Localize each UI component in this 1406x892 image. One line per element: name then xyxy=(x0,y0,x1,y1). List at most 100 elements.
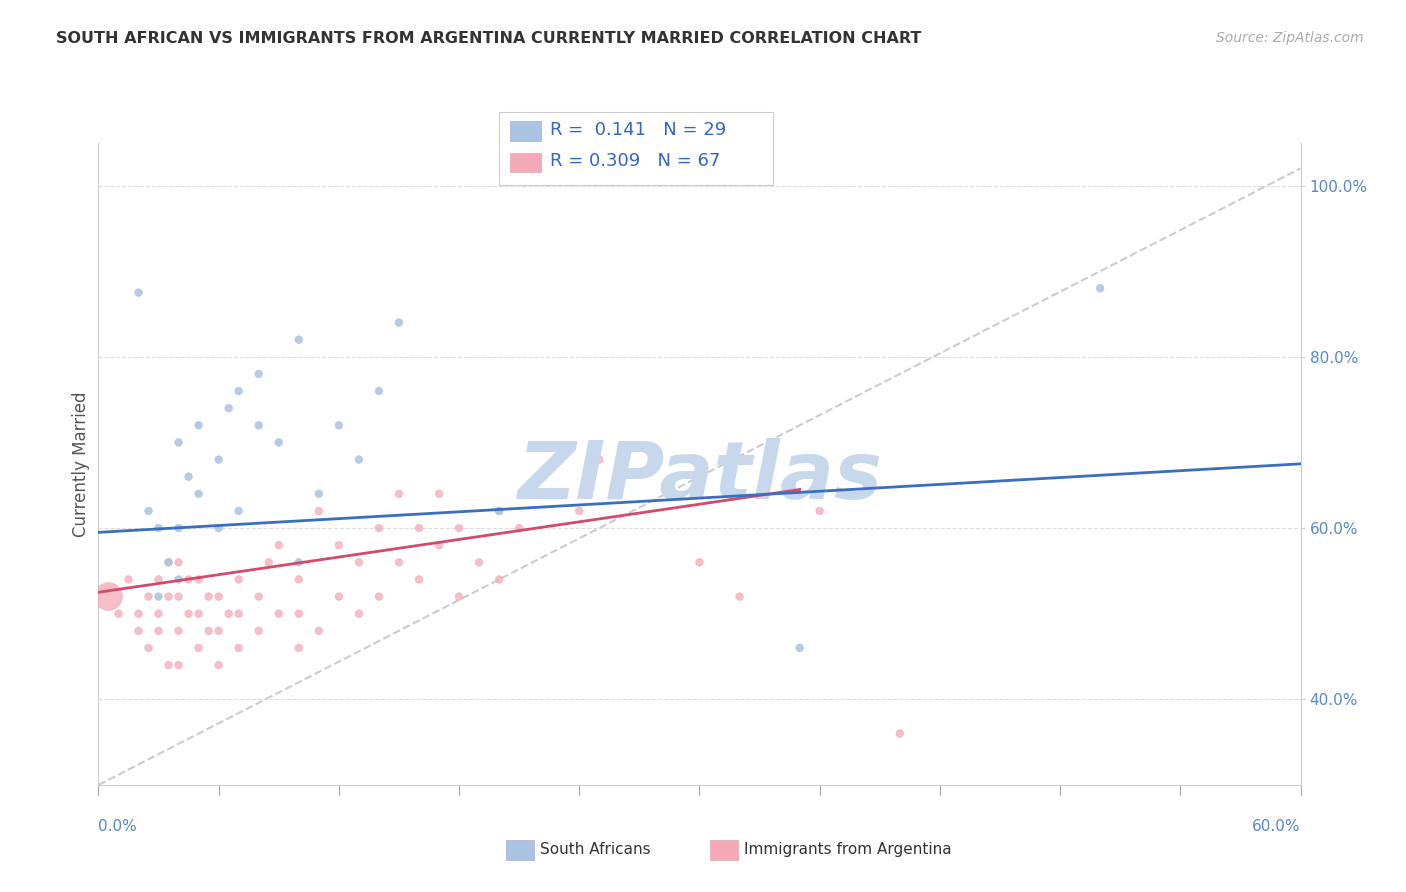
Point xyxy=(347,607,370,621)
Point xyxy=(247,418,270,433)
Point xyxy=(328,538,350,552)
Point xyxy=(208,452,231,467)
Point xyxy=(488,573,510,587)
Text: SOUTH AFRICAN VS IMMIGRANTS FROM ARGENTINA CURRENTLY MARRIED CORRELATION CHART: SOUTH AFRICAN VS IMMIGRANTS FROM ARGENTI… xyxy=(56,31,921,46)
Point xyxy=(529,469,551,483)
Point xyxy=(388,487,411,501)
Point xyxy=(267,607,290,621)
Point xyxy=(488,504,510,518)
Point xyxy=(368,521,391,535)
Point xyxy=(218,607,240,621)
Point xyxy=(267,435,290,450)
Point xyxy=(187,640,209,655)
Text: R =  0.141   N = 29: R = 0.141 N = 29 xyxy=(550,121,725,139)
Point xyxy=(728,590,751,604)
Point xyxy=(187,418,209,433)
Point xyxy=(148,590,170,604)
Text: Immigrants from Argentina: Immigrants from Argentina xyxy=(744,842,952,856)
Point xyxy=(128,285,150,300)
Text: 60.0%: 60.0% xyxy=(1253,819,1301,834)
Point xyxy=(308,487,330,501)
Point xyxy=(167,435,190,450)
Point xyxy=(247,367,270,381)
Point xyxy=(157,658,180,673)
Point xyxy=(157,590,180,604)
Y-axis label: Currently Married: Currently Married xyxy=(72,391,90,537)
Point xyxy=(228,504,250,518)
Point xyxy=(288,555,311,569)
Text: R = 0.309   N = 67: R = 0.309 N = 67 xyxy=(550,153,720,170)
Point xyxy=(167,624,190,638)
Point xyxy=(167,521,190,535)
Point xyxy=(267,538,290,552)
Point xyxy=(808,504,831,518)
Point xyxy=(177,607,200,621)
Point xyxy=(208,590,231,604)
Point xyxy=(218,401,240,416)
Point xyxy=(228,573,250,587)
Point xyxy=(408,573,430,587)
Point xyxy=(328,418,350,433)
Point xyxy=(138,640,160,655)
Point xyxy=(167,658,190,673)
Point xyxy=(789,640,811,655)
Point xyxy=(1088,281,1111,295)
Point xyxy=(447,590,470,604)
Point xyxy=(488,504,510,518)
Point xyxy=(208,658,231,673)
Point xyxy=(247,624,270,638)
Point xyxy=(167,555,190,569)
Point xyxy=(247,590,270,604)
Point xyxy=(548,487,571,501)
Point xyxy=(138,504,160,518)
Point xyxy=(187,487,209,501)
Point xyxy=(167,590,190,604)
Point xyxy=(208,624,231,638)
Point xyxy=(228,607,250,621)
Point xyxy=(427,538,450,552)
Point xyxy=(157,555,180,569)
Point xyxy=(197,624,219,638)
Point xyxy=(427,487,450,501)
Point xyxy=(308,504,330,518)
Point xyxy=(107,607,129,621)
Point xyxy=(388,316,411,330)
Point xyxy=(187,607,209,621)
Point xyxy=(408,521,430,535)
Point xyxy=(117,573,139,587)
Point xyxy=(208,521,231,535)
Text: South Africans: South Africans xyxy=(540,842,651,856)
Point xyxy=(148,521,170,535)
Point xyxy=(228,384,250,398)
Point xyxy=(128,624,150,638)
Point xyxy=(308,624,330,638)
Point xyxy=(288,607,311,621)
Text: ZIPatlas: ZIPatlas xyxy=(517,438,882,516)
Point xyxy=(187,573,209,587)
Point xyxy=(257,555,280,569)
Point xyxy=(368,590,391,604)
Point xyxy=(138,590,160,604)
Point xyxy=(288,640,311,655)
Point xyxy=(97,590,120,604)
Point xyxy=(148,573,170,587)
Text: Source: ZipAtlas.com: Source: ZipAtlas.com xyxy=(1216,31,1364,45)
Point xyxy=(889,726,911,740)
Point xyxy=(588,452,610,467)
Point xyxy=(177,469,200,483)
Point xyxy=(347,555,370,569)
Point xyxy=(177,573,200,587)
Point xyxy=(568,504,591,518)
Text: 0.0%: 0.0% xyxy=(98,819,138,834)
Point xyxy=(128,607,150,621)
Point xyxy=(347,452,370,467)
Point xyxy=(328,590,350,604)
Point xyxy=(157,555,180,569)
Point xyxy=(468,555,491,569)
Point xyxy=(148,624,170,638)
Point xyxy=(197,590,219,604)
Point xyxy=(388,555,411,569)
Point xyxy=(148,607,170,621)
Point xyxy=(167,573,190,587)
Point xyxy=(689,555,711,569)
